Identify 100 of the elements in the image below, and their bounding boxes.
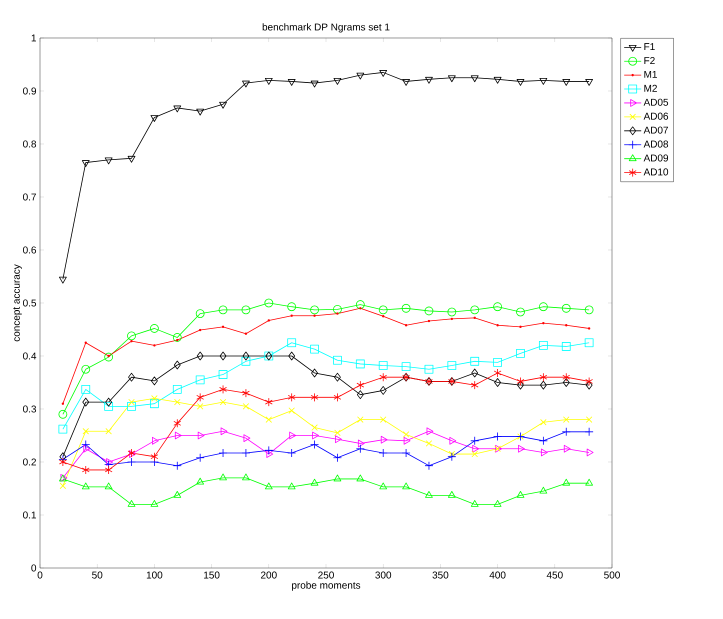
point bbox=[150, 452, 158, 462]
point bbox=[81, 440, 90, 449]
point bbox=[81, 384, 90, 394]
point bbox=[470, 356, 480, 366]
point bbox=[82, 398, 90, 407]
point bbox=[82, 160, 90, 167]
point bbox=[266, 450, 274, 458]
x-tick-label: 350 bbox=[432, 572, 448, 579]
legend-label: AD08 bbox=[644, 140, 668, 148]
point bbox=[310, 440, 319, 449]
point bbox=[493, 302, 502, 312]
point bbox=[59, 276, 67, 284]
point bbox=[493, 358, 502, 367]
point bbox=[379, 70, 388, 77]
legend-label: AD07 bbox=[644, 126, 668, 134]
x-tick-label: 300 bbox=[375, 572, 392, 579]
point bbox=[310, 344, 319, 354]
point bbox=[402, 362, 410, 371]
point bbox=[81, 364, 90, 374]
point bbox=[333, 356, 342, 365]
point bbox=[150, 500, 158, 507]
point bbox=[242, 352, 250, 360]
point bbox=[311, 424, 318, 431]
point bbox=[219, 474, 227, 480]
point bbox=[82, 466, 90, 474]
point bbox=[516, 348, 525, 358]
point bbox=[494, 378, 502, 387]
point bbox=[378, 448, 388, 458]
point bbox=[312, 432, 319, 440]
chart-title: benchmark DP Ngrams set 1 bbox=[262, 23, 390, 32]
legend-label: M1 bbox=[644, 70, 657, 78]
point bbox=[540, 448, 548, 456]
legend-label: F1 bbox=[644, 43, 655, 50]
point bbox=[516, 490, 524, 498]
x-tick-label: 0 bbox=[38, 572, 42, 579]
y-tick-label: 0.4 bbox=[23, 352, 36, 360]
point bbox=[562, 372, 570, 382]
point bbox=[538, 340, 548, 350]
point bbox=[334, 430, 341, 436]
point bbox=[538, 302, 548, 312]
point bbox=[356, 390, 364, 400]
point bbox=[105, 398, 112, 407]
point bbox=[448, 75, 456, 82]
point bbox=[494, 500, 502, 507]
point bbox=[404, 436, 410, 445]
point bbox=[242, 474, 250, 480]
point bbox=[540, 372, 548, 382]
point bbox=[172, 333, 182, 342]
point bbox=[173, 418, 182, 428]
point bbox=[380, 436, 388, 444]
point bbox=[310, 305, 319, 314]
point bbox=[242, 448, 250, 458]
point bbox=[540, 486, 548, 494]
point bbox=[472, 444, 480, 453]
point bbox=[516, 79, 524, 86]
point bbox=[356, 444, 365, 454]
point bbox=[379, 482, 388, 490]
point bbox=[218, 370, 228, 379]
point bbox=[494, 368, 502, 378]
x-tick-label: 50 bbox=[92, 572, 102, 579]
point bbox=[105, 428, 112, 434]
x-tick-label: 100 bbox=[146, 572, 162, 579]
point bbox=[151, 376, 158, 386]
point bbox=[196, 478, 204, 485]
legend-label: M2 bbox=[644, 84, 657, 92]
point bbox=[150, 399, 159, 408]
point bbox=[60, 482, 66, 490]
point bbox=[196, 352, 204, 360]
point bbox=[562, 427, 571, 436]
point bbox=[562, 304, 571, 313]
point bbox=[356, 474, 364, 482]
y-tick-label: 0.5 bbox=[23, 299, 36, 307]
x-tick-label: 250 bbox=[318, 572, 334, 579]
point bbox=[586, 448, 594, 456]
point bbox=[311, 368, 318, 378]
point bbox=[447, 308, 456, 316]
point bbox=[220, 398, 226, 406]
point bbox=[564, 444, 571, 453]
point bbox=[424, 461, 434, 470]
point bbox=[471, 368, 478, 378]
point bbox=[334, 392, 342, 402]
y-tick-label: 0.1 bbox=[23, 511, 36, 519]
point bbox=[104, 157, 113, 164]
point bbox=[378, 361, 388, 370]
point bbox=[402, 431, 410, 438]
point bbox=[288, 392, 296, 402]
point bbox=[540, 380, 547, 390]
point bbox=[310, 478, 318, 486]
point bbox=[356, 360, 365, 368]
point bbox=[356, 72, 364, 80]
point bbox=[219, 384, 227, 394]
y-tick-label: 0.6 bbox=[23, 246, 36, 254]
point bbox=[150, 115, 158, 122]
point bbox=[58, 424, 68, 434]
point bbox=[104, 482, 113, 490]
point bbox=[449, 436, 456, 445]
point bbox=[425, 490, 433, 498]
point bbox=[127, 458, 136, 466]
point bbox=[425, 76, 433, 84]
point bbox=[128, 398, 135, 406]
